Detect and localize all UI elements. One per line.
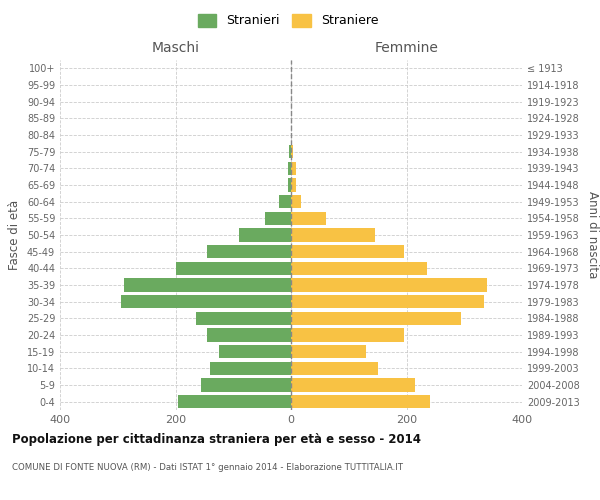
Bar [291, 378, 415, 392]
Bar [291, 328, 404, 342]
Bar [176, 262, 291, 275]
Bar [239, 228, 291, 241]
Text: Femmine: Femmine [374, 41, 439, 55]
Bar [265, 212, 291, 225]
Bar [291, 262, 427, 275]
Bar [291, 228, 375, 241]
Bar [207, 328, 291, 342]
Bar [291, 312, 461, 325]
Bar [291, 295, 484, 308]
Bar [291, 245, 404, 258]
Bar [291, 162, 296, 175]
Bar [291, 178, 296, 192]
Bar [121, 295, 291, 308]
Text: COMUNE DI FONTE NUOVA (RM) - Dati ISTAT 1° gennaio 2014 - Elaborazione TUTTITALI: COMUNE DI FONTE NUOVA (RM) - Dati ISTAT … [12, 462, 403, 471]
Bar [210, 362, 291, 375]
Bar [291, 362, 377, 375]
Bar [207, 245, 291, 258]
Bar [289, 145, 291, 158]
Text: Popolazione per cittadinanza straniera per età e sesso - 2014: Popolazione per cittadinanza straniera p… [12, 432, 421, 446]
Bar [288, 162, 291, 175]
Bar [196, 312, 291, 325]
Bar [219, 345, 291, 358]
Bar [288, 178, 291, 192]
Bar [291, 395, 430, 408]
Legend: Stranieri, Straniere: Stranieri, Straniere [193, 8, 383, 32]
Y-axis label: Fasce di età: Fasce di età [8, 200, 21, 270]
Bar [291, 145, 293, 158]
Y-axis label: Anni di nascita: Anni di nascita [586, 192, 599, 278]
Bar [202, 378, 291, 392]
Bar [291, 195, 301, 208]
Bar [280, 195, 291, 208]
Bar [178, 395, 291, 408]
Bar [291, 212, 326, 225]
Bar [291, 278, 487, 291]
Bar [124, 278, 291, 291]
Bar [291, 345, 366, 358]
Text: Maschi: Maschi [151, 41, 199, 55]
